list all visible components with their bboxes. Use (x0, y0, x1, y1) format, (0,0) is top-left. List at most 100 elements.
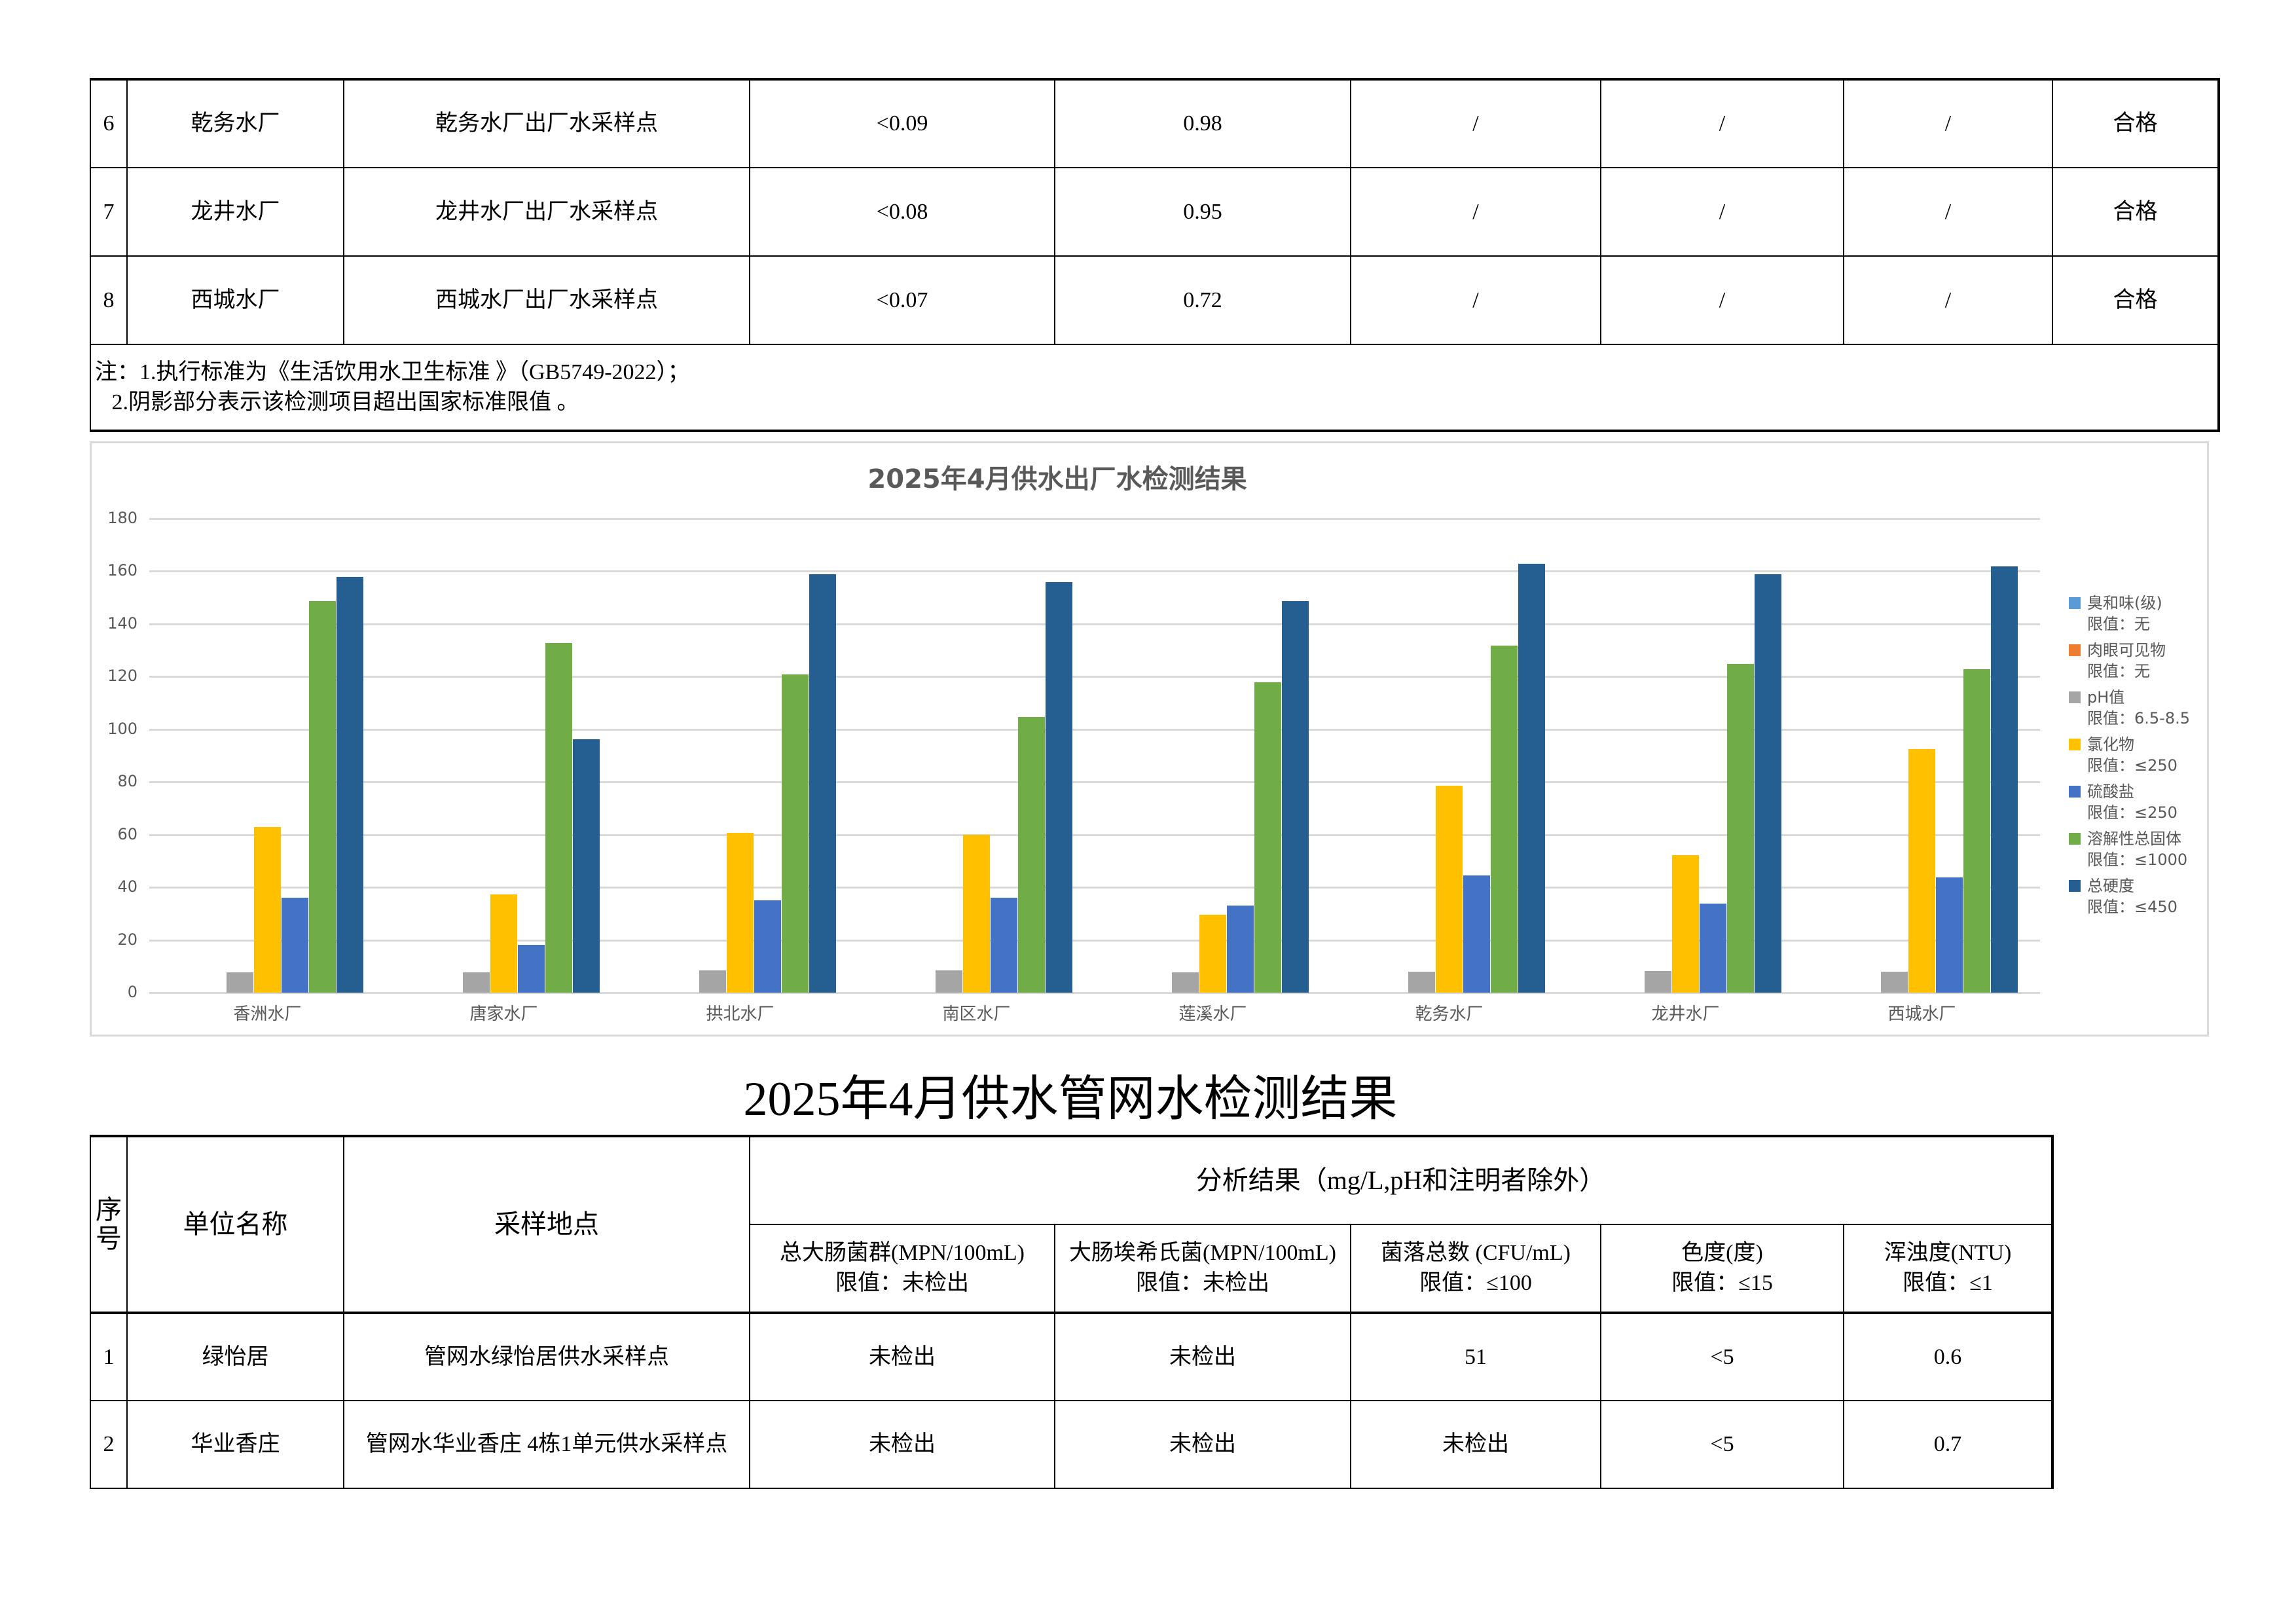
bar (781, 674, 809, 993)
legend-item: 氯化物 限值：≤250 (2069, 734, 2190, 776)
legend-swatch-icon (2069, 880, 2081, 892)
y-tick-label: 20 (117, 930, 137, 949)
legend-item: 硫酸盐 限值：≤250 (2069, 781, 2190, 823)
chart-legend: 臭和味(级) 限值：无 肉眼可见物 限值：无 pH值 限值：6.5-8.5 氯化物 限值：≤2… (2069, 593, 2190, 923)
value-cell: 0.6 (1842, 1312, 2054, 1401)
y-tick-label: 160 (107, 561, 137, 580)
unit-name: 华业香庄 (126, 1400, 344, 1489)
value-cell: / (1843, 167, 2053, 257)
unit-name: 乾务水厂 (126, 78, 344, 168)
header-col: 大肠埃希氏菌(MPN/100mL) 限值：未检出 (1054, 1224, 1351, 1314)
legend-swatch-icon (2069, 786, 2081, 798)
value-cell: 未检出 (749, 1312, 1055, 1401)
header-site: 采样地点 (343, 1135, 750, 1314)
gridline (149, 728, 2040, 731)
bar (253, 826, 281, 993)
legend-label: 臭和味(级) 限值：无 (2087, 594, 2162, 633)
bar (1281, 600, 1309, 993)
value-cell: <0.09 (749, 78, 1055, 168)
y-tick-label: 120 (107, 667, 137, 686)
bar (336, 576, 363, 993)
notes-cell: 注：1.执行标准为《生活饮用水卫生标准 》（GB5749-2022）； 2.阴影… (90, 344, 2220, 432)
bar (517, 944, 545, 993)
gridline (149, 676, 2040, 678)
x-category-label: 龙井水厂 (1651, 1004, 1720, 1024)
legend-item: 总硬度 限值：≤450 (2069, 875, 2190, 917)
col-limit: 限值：≤100 (1419, 1271, 1532, 1295)
x-category-label: 唐家水厂 (469, 1004, 538, 1024)
factory-water-table: 6 乾务水厂 乾务水厂出厂水采样点 <0.09 0.98 / / / 合格 7 … (90, 78, 2220, 432)
value-cell: / (1350, 255, 1601, 345)
pipe-water-table: 序号 单位名称 采样地点 分析结果（mg/L,pH和注明者除外） 总大肠菌群(M… (90, 1135, 2054, 1489)
legend-item: 肉眼可见物 限值：无 (2069, 640, 2190, 682)
legend-label: 总硬度 限值：≤450 (2087, 877, 2178, 916)
col-name: 菌落总数 (CFU/mL) (1381, 1241, 1571, 1266)
unit-name: 西城水厂 (126, 255, 344, 345)
bar (1199, 914, 1226, 993)
bar (990, 898, 1017, 993)
value-cell: <0.07 (749, 255, 1055, 345)
sample-site: 乾务水厂出厂水采样点 (343, 78, 750, 168)
value-cell: / (1843, 78, 2053, 168)
bar (281, 897, 308, 993)
row-number: 6 (90, 78, 128, 168)
x-category-label: 乾务水厂 (1415, 1004, 1484, 1024)
x-category-label: 莲溪水厂 (1178, 1004, 1247, 1024)
bar (1463, 875, 1490, 993)
col-name: 大肠埃希氏菌(MPN/100mL) (1069, 1241, 1336, 1266)
sample-site: 龙井水厂出厂水采样点 (343, 167, 750, 257)
legend-swatch-icon (2069, 691, 2081, 703)
legend-label: pH值 限值：6.5-8.5 (2087, 688, 2190, 727)
legend-swatch-icon (2069, 644, 2081, 656)
table-row: 6 乾务水厂 乾务水厂出厂水采样点 <0.09 0.98 / / / 合格 (90, 78, 2220, 168)
row-number: 7 (90, 167, 128, 257)
header-col: 色度(度) 限值：≤15 (1600, 1224, 1844, 1314)
y-tick-label: 140 (107, 614, 137, 633)
x-category-label: 西城水厂 (1887, 1004, 1956, 1024)
x-category-label: 拱北水厂 (706, 1004, 774, 1024)
legend-label: 肉眼可见物 限值：无 (2087, 641, 2166, 680)
value-cell: <5 (1600, 1400, 1844, 1489)
bar (935, 970, 962, 993)
y-tick-label: 40 (117, 877, 137, 896)
x-category-label: 香洲水厂 (233, 1004, 302, 1024)
header-col: 浑浊度(NTU) 限值：≤1 (1842, 1224, 2054, 1314)
bar (462, 972, 490, 993)
bar (1518, 563, 1545, 993)
value-cell: 0.72 (1054, 255, 1351, 345)
table-row: 2 华业香庄 管网水华业香庄 4栋1单元供水采样点 未检出 未检出 未检出 <5… (90, 1400, 2054, 1489)
value-cell: <5 (1600, 1312, 1844, 1401)
bar (1754, 574, 1781, 993)
bar (1990, 566, 2018, 993)
gridline (149, 834, 2040, 836)
bar (809, 574, 836, 993)
col-name: 浑浊度(NTU) (1884, 1241, 2012, 1266)
legend-item: pH值 限值：6.5-8.5 (2069, 687, 2190, 729)
value-cell: / (1350, 167, 1601, 257)
value-cell: / (1350, 78, 1601, 168)
value-cell: 未检出 (1350, 1400, 1601, 1489)
bar (1171, 972, 1199, 993)
bar (1908, 748, 1935, 993)
bar (1644, 971, 1671, 993)
bar (1045, 581, 1072, 993)
legend-swatch-icon (2069, 739, 2081, 750)
pipe-section-title: 2025年4月供水管网水检测结果 (743, 1073, 1398, 1126)
bar (1880, 972, 1908, 993)
note-line-2: 2.阴影部分表示该检测项目超出国家标准限值 。 (95, 390, 579, 414)
bar (490, 894, 517, 993)
value-cell: 未检出 (1054, 1400, 1351, 1489)
chart-title: 2025年4月供水出厂水检测结果 (867, 464, 1247, 494)
unit-name: 龙井水厂 (126, 167, 344, 257)
y-tick-label: 180 (107, 509, 137, 527)
factory-water-chart: 2025年4月供水出厂水检测结果 0 20 40 60 80 100 120 140 160 18… (90, 441, 2209, 1037)
bar (1935, 877, 1963, 993)
bar (1435, 786, 1463, 993)
gridline (149, 781, 2040, 784)
bar (1726, 664, 1754, 993)
col-limit: 限值：未检出 (835, 1271, 969, 1295)
bar (1699, 904, 1726, 993)
gridline (149, 570, 2040, 573)
sample-site: 管网水华业香庄 4栋1单元供水采样点 (343, 1400, 750, 1489)
gridline (149, 939, 2040, 942)
